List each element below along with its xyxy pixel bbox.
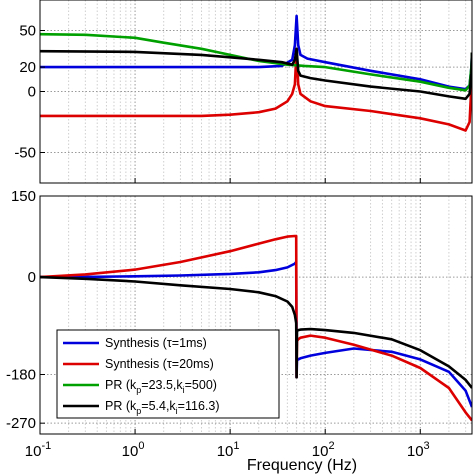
legend-entry-label: Synthesis (τ=1ms) — [105, 336, 207, 350]
x-tick-label: 100 — [122, 440, 145, 460]
x-tick-label: 102 — [312, 440, 335, 460]
x-tick-label: 103 — [407, 440, 430, 460]
phase-y-tick-label: 150 — [11, 188, 36, 205]
magnitude-series-line-3 — [40, 47, 472, 101]
x-tick-label: 10-1 — [25, 440, 51, 460]
magnitude-y-tick-label: 50 — [19, 23, 36, 40]
magnitude-y-tick-label: 0 — [28, 84, 36, 101]
legend-entry-label: Synthesis (τ=20ms) — [105, 357, 214, 371]
legend-entry-label: PR (kp=5.4,ki=116.3) — [105, 399, 220, 416]
phase-y-tick-label: 0 — [28, 269, 36, 286]
magnitude-plot-area — [40, 0, 472, 183]
phase-axes-frame — [39, 195, 473, 435]
magnitude-series-line-2 — [40, 32, 472, 92]
magnitude-series-line-1 — [40, 47, 472, 132]
x-tick-label: 101 — [217, 440, 240, 460]
magnitude-panel: -50 0 20 50 — [14, 0, 473, 184]
phase-y-tick-label: -270 — [6, 415, 36, 432]
phase-y-tick-label: -180 — [6, 367, 36, 384]
magnitude-y-tick-label: -50 — [14, 145, 36, 162]
magnitude-y-tick-label: 20 — [19, 59, 36, 76]
x-axis-label: Frequency (Hz) — [247, 457, 357, 474]
phase-series-line-2 — [40, 275, 472, 389]
legend: Synthesis (τ=1ms) Synthesis (τ=20ms) PR (k… — [56, 329, 280, 419]
legend-box — [56, 329, 280, 419]
legend-entry-label: PR (kp=23.5,ki=500) — [105, 378, 217, 395]
